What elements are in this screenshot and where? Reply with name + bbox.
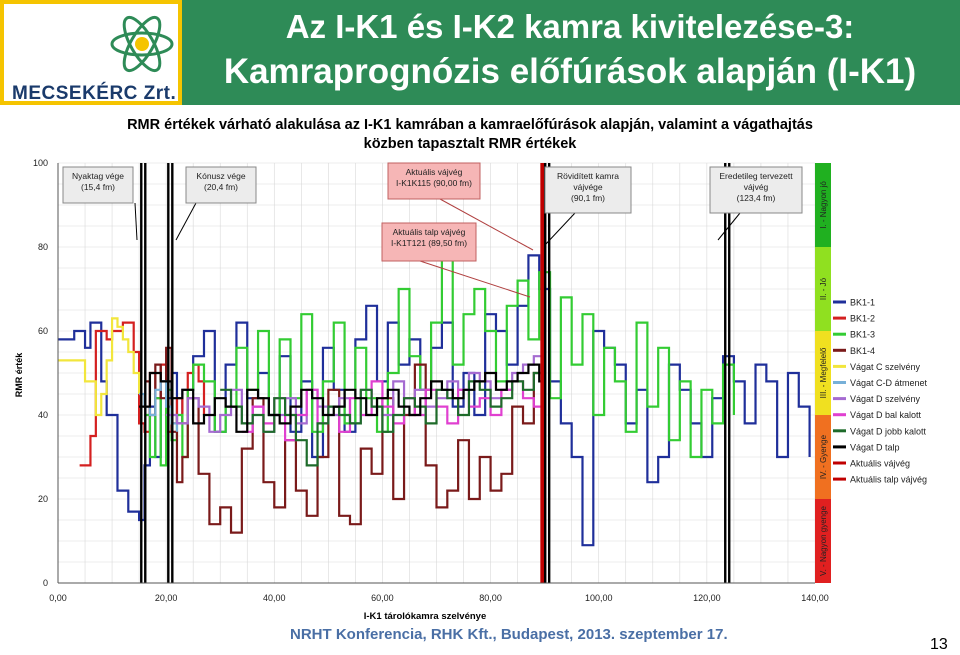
legend-label: BK1-2 [850,314,875,324]
legend-label: Vágat C szelvény [850,362,921,372]
rating-band [815,499,831,583]
callout-text: (20,4 fm) [204,182,238,192]
y-tick-label: 0 [43,578,48,588]
slide-title-line2: Kamraprognózis előfúrások alapján (I-K1) [223,52,917,91]
callout-box [709,166,803,214]
rating-band-label: V. - Nagyon gyenge [819,505,828,576]
callout-box [381,222,477,262]
x-tick-label: 40,00 [263,593,286,603]
rating-band-label: IV. - Gyenge [819,434,828,479]
x-tick-label: 0,00 [49,593,67,603]
legend-label: Vágat C-D átmenet [850,378,928,388]
callout-pointer [419,260,531,298]
vertical-markers [140,163,731,583]
logo-background: MECSEKÉRC Zrt. [4,4,178,104]
callout-box [62,166,134,204]
logo-text: MECSEKÉRC Zrt. [12,83,177,104]
chart-title-line2: közben tapasztalt RMR értékek [364,136,578,152]
callout-text: I-K1K115 (90,00 fm) [396,178,472,188]
callout-pointer [544,212,576,246]
callout-text: Aktuális talp vájvég [393,227,466,237]
company-logo: MECSEKÉRC Zrt. [0,0,182,105]
legend-label: BK1-4 [850,346,875,356]
y-tick-label: 80 [38,242,48,252]
callout-box [185,166,257,204]
y-tick-label: 60 [38,326,48,336]
series-line [220,371,546,467]
rating-band-label: III. - Megfelelő [819,347,828,398]
callout-text: I-K1T121 (89,50 fm) [391,238,467,248]
legend-label: Vágat D talp [850,442,900,452]
y-tick-label: 40 [38,410,48,420]
rating-band-label: I. - Nagyon jó [819,181,828,229]
x-tick-label: 100,00 [585,593,613,603]
callout-text: Eredetileg tervezett [719,171,793,181]
legend-label: Vágat D szelvény [850,394,921,404]
x-tick-label: 80,00 [479,593,502,603]
callout-text: Rövidített kamra [557,171,619,181]
y-axis-label: RMR érték [14,352,24,398]
x-tick-label: 140,00 [801,593,829,603]
series-line [144,254,735,467]
callout-text: Nyaktag vége [72,171,124,181]
legend-label: BK1-3 [850,330,875,340]
rating-band [815,247,831,331]
rating-band-label: II. - Jó [819,277,828,300]
y-tick-label: 100 [33,158,48,168]
legend-label: Aktuális talp vájvég [850,475,927,485]
y-tick-label: 20 [38,494,48,504]
x-tick-label: 20,00 [155,593,178,603]
callout-text: Kónusz vége [196,171,245,181]
legend-label: BK1-1 [850,298,875,308]
legend-label: Aktuális vájvég [850,459,910,469]
rmr-chart: RMR értékek várható alakulása az I-K1 ka… [14,117,928,622]
chart-axes: 0,00 20,00 40,00 60,00 80,00 100,00 120,00 140,… [33,158,829,603]
callout-text: vájvég [744,182,769,192]
callout-text: (123,4 fm) [737,193,776,203]
series-line [144,346,546,534]
rating-band [815,163,831,247]
callout-pointer [717,212,741,241]
callout-text: (15,4 fm) [81,182,115,192]
page-number: 13 [930,636,948,653]
rating-band [815,415,831,499]
series-line [139,363,546,433]
callout-text: (90,1 fm) [571,193,605,203]
callout-pointer [439,198,534,251]
chart-series [58,254,811,547]
x-tick-label: 60,00 [371,593,394,603]
rating-band [815,331,831,415]
callout-text: vájvége [573,182,603,192]
series-line [58,317,141,417]
x-tick-label: 120,00 [693,593,721,603]
callout-box [387,162,481,200]
footer-text: NRHT Konferencia, RHK Kft., Budapest, 20… [290,626,728,643]
callout-box [544,166,632,214]
rating-band-bar: V. - Nagyon gyenge IV. - Gyenge III. - Meg… [815,163,831,583]
slide-title-line1: Az I-K1 és I-K2 kamra kivitelezése-3: [285,8,855,45]
callout-pointer [134,202,138,241]
chart-legend: BK1-1 BK1-2 BK1-3 BK1-4 Vágat C szelvény Vága… [833,298,928,485]
chart-callouts: Nyaktag vége(15,4 fm) Kónusz vége(20,4 fm… [62,162,803,298]
legend-label: Vágat D bal kalott [850,410,922,420]
legend-label: Vágat D jobb kalott [850,426,927,436]
callout-pointer [175,202,197,241]
atom-icon [110,15,174,73]
callout-text: Aktuális vájvég [406,167,463,177]
x-axis-label: I-K1 tárolókamra szelvénye [364,611,487,622]
chart-title-line1: RMR értékek várható alakulása az I-K1 ka… [127,117,813,133]
